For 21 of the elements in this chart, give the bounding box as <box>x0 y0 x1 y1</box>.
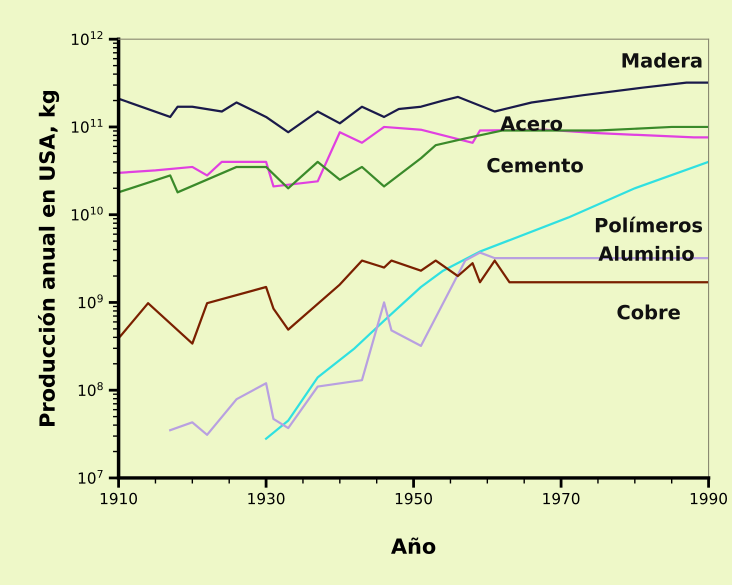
y-tick-label: 10$^{8}$ <box>78 382 103 396</box>
x-tick-label: 1970 <box>543 492 580 504</box>
series-label: Cemento <box>487 158 583 173</box>
x-tick-label: 1910 <box>100 492 138 504</box>
line-series <box>118 259 709 345</box>
x-tick-label: 1930 <box>248 492 285 504</box>
series-label: Polímeros <box>596 216 702 232</box>
line-series <box>118 82 709 134</box>
x-axis-title: Año <box>391 537 436 554</box>
x-tick-label: 1950 <box>396 492 432 504</box>
series-label: Madera <box>622 52 702 68</box>
y-tick-label: 10$^{11}$ <box>72 119 102 133</box>
y-tick-label: 10$^{10}$ <box>72 206 103 221</box>
series-label: Cobre <box>617 304 680 320</box>
y-tick-label: 10$^{12}$ <box>72 31 102 46</box>
series-label: Aluminio <box>598 246 694 261</box>
series-label: Acero <box>500 116 562 131</box>
y-axis-title: Producción anual en USA, kg <box>38 91 60 426</box>
y-tick-label: 10$^{9}$ <box>78 294 103 308</box>
x-tick-label: 1990 <box>690 492 727 504</box>
y-tick-label: 10$^{7}$ <box>78 470 103 484</box>
